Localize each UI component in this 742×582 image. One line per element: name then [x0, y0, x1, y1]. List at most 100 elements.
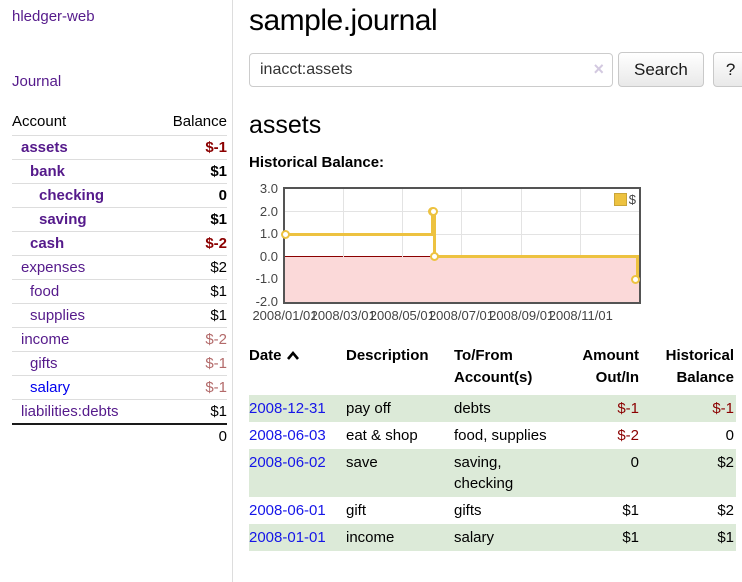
transaction-balance: $2: [717, 453, 734, 471]
accounts-header-balance: Balance: [172, 113, 227, 130]
account-balance: $-1: [154, 375, 227, 400]
account-row: assets $-1: [12, 135, 227, 160]
account-row: expenses $2: [12, 255, 227, 280]
account-row: income $-2: [12, 327, 227, 352]
gridline-v: [521, 189, 523, 302]
transaction-date-link[interactable]: 2008-06-01: [249, 501, 326, 519]
account-row: saving $1: [12, 207, 227, 232]
transaction-row[interactable]: 2008-06-02 save saving, checking 0 $2: [249, 448, 736, 497]
account-balance: $-2: [154, 231, 227, 256]
account-link[interactable]: food: [30, 283, 60, 300]
y-axis-tick-label: 2.0: [259, 203, 278, 219]
data-point-marker: [630, 274, 640, 284]
transaction-amount: $1: [622, 528, 639, 546]
register-column-header: Historical Balance: [665, 347, 734, 386]
account-link[interactable]: bank: [30, 163, 66, 180]
series-segment: [432, 210, 436, 259]
sidebar-accounts-table: Account Balance assets $-1 bank $1 checking 0…: [12, 110, 227, 448]
account-link[interactable]: assets: [21, 139, 68, 156]
register-column-header[interactable]: Date: [249, 343, 346, 395]
sidebar-item-journal[interactable]: Journal: [12, 73, 62, 90]
account-link[interactable]: gifts: [30, 355, 58, 372]
transaction-row[interactable]: 2008-06-03 eat & shop food, supplies $-2 0: [249, 422, 736, 449]
transaction-row[interactable]: 2008-06-01 gift gifts $1 $2: [249, 497, 736, 524]
y-axis-tick-label: -2.0: [255, 294, 278, 309]
register-header-row: Date Description To/From Account(s) Amount Ou…: [249, 343, 736, 395]
data-point-marker: [429, 252, 439, 262]
account-heading: assets: [249, 111, 322, 139]
account-link[interactable]: liabilities:debts: [21, 403, 119, 420]
account-row: bank $1: [12, 159, 227, 184]
account-link[interactable]: income: [21, 331, 70, 348]
x-axis-tick-label: 2008/05/01: [369, 308, 435, 323]
sidebar: hledger-web Journal Account Balance asse…: [0, 0, 233, 582]
account-row: food $1: [12, 279, 227, 304]
account-row: cash $-2: [12, 231, 227, 256]
transaction-balance: $-1: [712, 399, 734, 417]
accounts-header-row: Account Balance: [12, 110, 227, 136]
account-row: gifts $-1: [12, 351, 227, 376]
transaction-accounts: salary: [454, 528, 495, 546]
x-axis-tick-label: 2008/01/01: [252, 308, 318, 323]
transaction-row[interactable]: 2008-12-31 pay off debts $-1 $-1: [249, 394, 736, 422]
transaction-date-link[interactable]: 2008-06-03: [249, 426, 326, 444]
transaction-accounts: saving, checking: [454, 453, 514, 492]
transaction-date-link[interactable]: 2008-12-31: [249, 399, 326, 417]
account-balance: $1: [154, 159, 227, 184]
account-link[interactable]: salary: [30, 379, 71, 396]
account-balance: $1: [154, 279, 227, 304]
account-balance: $1: [154, 303, 227, 328]
transaction-date-link[interactable]: 2008-06-02: [249, 453, 326, 471]
transaction-balance: 0: [725, 426, 734, 444]
accounts-header-account: Account: [12, 113, 67, 130]
transaction-amount: 0: [630, 453, 639, 471]
y-axis-tick-label: 3.0: [259, 181, 278, 196]
account-link[interactable]: cash: [30, 235, 65, 252]
transaction-accounts: debts: [454, 399, 491, 417]
account-row: supplies $1: [12, 303, 227, 328]
transaction-accounts: food, supplies: [454, 426, 547, 444]
search-button[interactable]: Search: [618, 52, 704, 87]
data-point-marker: [428, 207, 438, 217]
gridline-h: [285, 211, 639, 213]
app-title-link[interactable]: hledger-web: [12, 8, 95, 25]
transaction-date-link[interactable]: 2008-01-01: [249, 528, 326, 546]
account-link[interactable]: saving: [39, 211, 87, 228]
series-segment: [285, 232, 433, 236]
account-link[interactable]: checking: [39, 187, 105, 204]
transaction-accounts: gifts: [454, 501, 482, 519]
register-column-header: Description: [346, 347, 429, 364]
y-axis-tick-label: -1.0: [255, 271, 278, 287]
help-button[interactable]: ?: [712, 52, 742, 87]
register-column-header: To/From Account(s): [454, 347, 533, 386]
account-link[interactable]: supplies: [30, 307, 86, 324]
x-axis-tick-label: 2008/07/01: [428, 308, 495, 323]
chart-legend: $: [613, 192, 636, 207]
series-segment: [434, 255, 639, 259]
data-point-marker: [280, 229, 290, 239]
gridline-v: [580, 189, 582, 302]
negative-region: [285, 256, 639, 302]
account-balance: $-1: [154, 351, 227, 376]
chart-title: Historical Balance:: [249, 154, 385, 171]
gridline-h: [285, 233, 639, 235]
legend-swatch-icon: [613, 193, 627, 206]
transaction-row[interactable]: 2008-01-01 income salary $1 $1: [249, 523, 736, 551]
gridline-v: [342, 189, 344, 302]
transaction-description: save: [346, 453, 378, 471]
x-axis-tick-label: 2008/11/01: [548, 308, 613, 323]
account-row: liabilities:debts $1: [12, 399, 227, 424]
account-row: salary $-1: [12, 375, 227, 400]
account-balance: $-2: [154, 327, 227, 352]
gridline-v: [461, 189, 462, 302]
account-balance: $2: [154, 255, 227, 280]
transaction-description: eat & shop: [346, 426, 418, 444]
account-balance: $1: [154, 207, 227, 232]
account-link[interactable]: expenses: [21, 259, 86, 276]
transaction-balance: $2: [717, 501, 734, 519]
clear-search-icon[interactable]: ×: [593, 58, 604, 79]
transaction-description: gift: [346, 501, 367, 519]
legend-label: $: [628, 192, 636, 207]
accounts-total-value: 0: [154, 423, 227, 448]
search-input[interactable]: [249, 52, 613, 87]
